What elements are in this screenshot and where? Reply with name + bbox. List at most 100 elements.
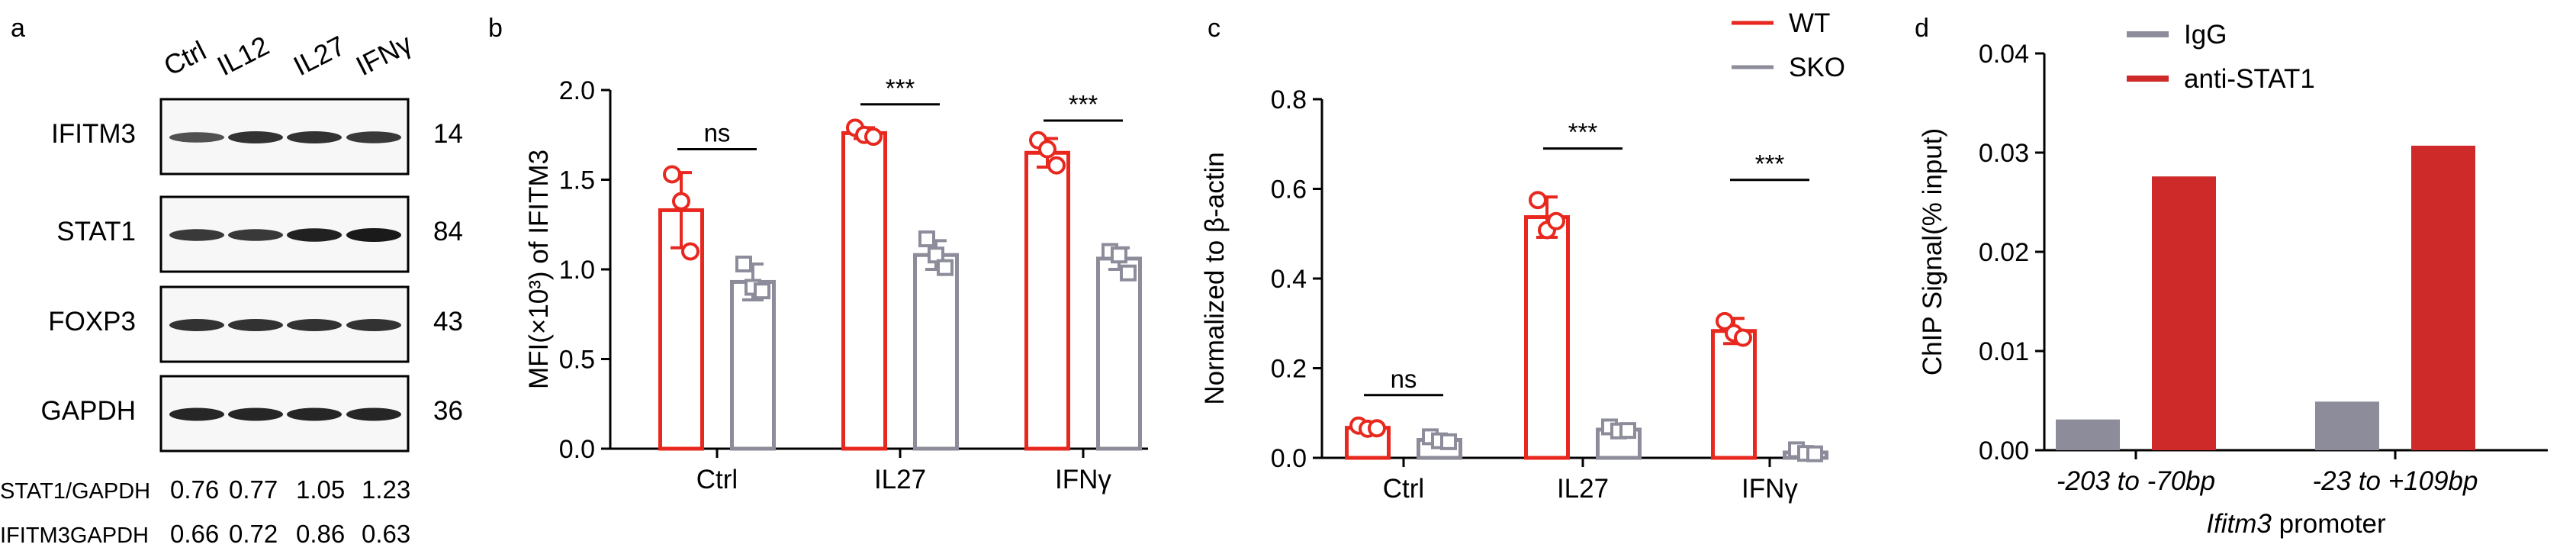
- blot-band: [287, 131, 342, 143]
- blot-band: [287, 228, 342, 242]
- data-point: [1806, 445, 1823, 462]
- blot-band: [346, 319, 401, 331]
- panel-letter: c: [1208, 14, 1220, 43]
- y-tick-label: 0.00: [1979, 436, 2029, 465]
- x-tick-label: Ctrl: [1383, 474, 1424, 504]
- lane-label: Ctrl: [159, 34, 211, 82]
- y-tick-label: 0.4: [1271, 265, 1307, 294]
- significance-label: ***: [1755, 150, 1785, 178]
- x-tick-label: -203 to -70bp: [2057, 466, 2215, 496]
- legend-label: anti-STAT1: [2184, 64, 2315, 94]
- x-tick-label: -23 to +109bp: [2313, 466, 2478, 496]
- data-point: [1440, 433, 1457, 450]
- quant-value: 0.63: [362, 520, 410, 548]
- data-point: [918, 230, 935, 248]
- panel-letter: b: [488, 14, 503, 43]
- blot-mw-label: 84: [433, 217, 463, 246]
- y-tick-label: 0.02: [1979, 238, 2029, 267]
- legend-swatch: [2127, 31, 2169, 37]
- panel-a-western-blot: a Ctrl IL12 IL27 IFNγ IFITM3 14 STAT1 84 FOX…: [0, 14, 463, 548]
- significance-label: ***: [1568, 118, 1598, 147]
- quant-value: 0.72: [229, 520, 278, 548]
- x-tick-label: IFNγ: [1741, 474, 1798, 504]
- lane-label: IL12: [212, 30, 274, 82]
- blot-band: [287, 407, 342, 421]
- data-point: [928, 246, 944, 264]
- blot-band: [346, 407, 401, 421]
- y-tick-label: 0.6: [1271, 176, 1307, 205]
- bar: [1096, 256, 1142, 451]
- y-tick-label: 0.8: [1271, 85, 1307, 114]
- significance-label: ns: [704, 119, 731, 147]
- bar: [2411, 145, 2475, 450]
- y-tick-label: 0.5: [559, 346, 595, 375]
- y-tick-label: 2.0: [559, 76, 595, 105]
- blot-band: [228, 407, 283, 421]
- quant-label: IFITM3GAPDH: [0, 523, 149, 548]
- data-point: [1547, 211, 1565, 230]
- blot-protein-label: IFITM3: [51, 119, 136, 149]
- quant-value: 0.77: [229, 475, 278, 504]
- panel-letter: d: [1915, 14, 1929, 43]
- y-tick-label: 0.01: [1979, 337, 2029, 366]
- data-point: [1619, 422, 1636, 440]
- blot-band: [228, 131, 283, 143]
- x-axis-label: Ifitm3 promoter: [2206, 509, 2386, 539]
- data-point: [672, 192, 690, 211]
- quant-value: 0.86: [296, 520, 345, 548]
- y-axis-label: ChIP Signal(% input): [1918, 128, 1947, 375]
- x-tick-label: IL27: [1557, 474, 1609, 504]
- significance-label: ***: [1069, 90, 1098, 118]
- blot-mw-label: 14: [433, 119, 463, 149]
- y-tick-label: 1.5: [559, 166, 595, 195]
- bar: [2056, 419, 2120, 450]
- data-point: [1529, 191, 1547, 210]
- x-tick-label: IL27: [874, 465, 926, 494]
- quant-value: 1.05: [296, 475, 345, 504]
- panel-a-letter: a: [11, 14, 25, 43]
- blot-band: [228, 319, 283, 331]
- quant-table: STAT1/GAPDH 0.76 0.77 1.05 1.23 IFITM3GA…: [0, 475, 410, 548]
- blot-band: [169, 132, 224, 143]
- significance-label: ***: [886, 74, 915, 102]
- blot-band: [169, 407, 224, 421]
- blot-band: [287, 319, 342, 331]
- blot-mw-label: 36: [433, 396, 463, 426]
- y-tick-label: 1.0: [559, 256, 595, 285]
- quant-label: STAT1/GAPDH: [0, 479, 150, 504]
- significance-label: ns: [1391, 365, 1417, 393]
- y-tick-label: 0.03: [1979, 139, 2029, 168]
- lane-label: IL27: [288, 30, 350, 82]
- blot-band: [346, 228, 401, 242]
- y-tick-label: 0.0: [559, 435, 595, 464]
- bar: [2152, 176, 2216, 450]
- x-tick-label: IFNγ: [1055, 465, 1111, 494]
- panel-b-mfi-chart: b 0.0 0.5 1.0 1.5 2.0 MFI(×10³) of IFITM3 Ctrl I…: [488, 14, 1148, 494]
- panel-d-chip-chart: d 0.00 0.01 0.02 0.03 0.04 ChIP Signal(% input…: [1915, 14, 2548, 539]
- lane-labels: Ctrl IL12 IL27 IFNγ: [159, 27, 416, 82]
- bar: [841, 130, 887, 451]
- data-point: [1120, 264, 1137, 282]
- y-tick-label: 0.0: [1271, 444, 1307, 473]
- data-point: [1734, 328, 1752, 347]
- data-point: [1038, 140, 1056, 159]
- x-axis-label-rest: promoter: [2272, 509, 2386, 539]
- data-point: [937, 259, 954, 276]
- bar: [2315, 401, 2379, 450]
- data-point: [1368, 419, 1386, 438]
- data-point: [663, 165, 681, 184]
- blot-protein-label: STAT1: [56, 217, 136, 246]
- legend-label: WT: [1789, 8, 1830, 38]
- blot-protein-label: FOXP3: [48, 307, 136, 337]
- quant-value: 0.76: [170, 475, 219, 504]
- data-point: [1716, 311, 1734, 330]
- panel-c-expression-chart: c 0.0 0.2 0.4 0.6 0.8 Normalized to β-actin Ctr…: [1200, 8, 1845, 504]
- bar: [730, 279, 776, 451]
- bar: [1711, 329, 1757, 460]
- data-point: [681, 242, 699, 261]
- blot-band: [169, 229, 224, 241]
- legend-label: IgG: [2184, 20, 2227, 50]
- data-point: [864, 127, 883, 147]
- bar: [1524, 215, 1570, 460]
